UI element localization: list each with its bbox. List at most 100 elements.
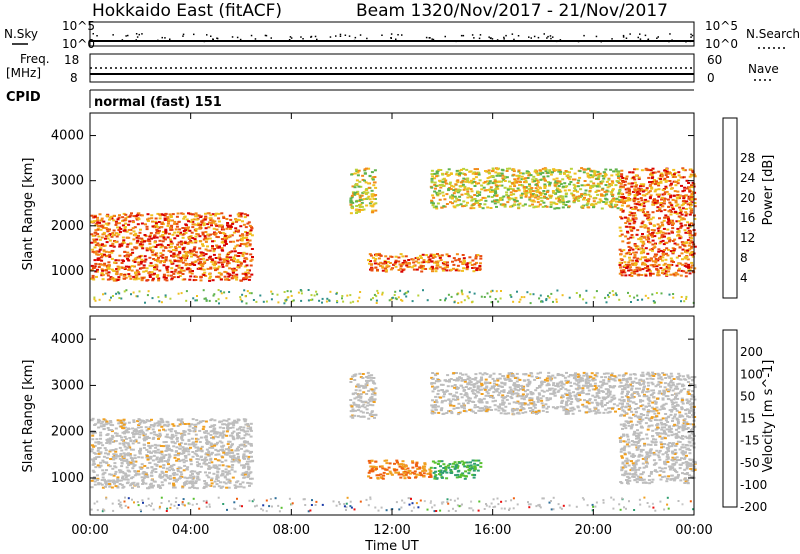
range-cell <box>690 186 694 189</box>
range-cell <box>167 423 171 426</box>
range-cell <box>663 169 667 172</box>
range-cell <box>657 188 661 191</box>
range-cell <box>355 205 359 207</box>
range-cell <box>190 241 194 244</box>
range-cell <box>136 420 140 423</box>
range-cell <box>211 247 214 250</box>
range-cell <box>633 178 637 181</box>
range-cell <box>187 422 191 425</box>
range-cell <box>104 250 108 253</box>
range-cell <box>189 460 193 463</box>
range-cell <box>110 434 114 437</box>
range-cell <box>121 259 125 262</box>
range-cell <box>515 200 519 203</box>
range-cell <box>383 259 387 262</box>
range-cell <box>367 167 371 170</box>
range-cell <box>401 263 405 266</box>
range-cell <box>521 204 525 207</box>
range-cell <box>176 470 180 473</box>
range-cell <box>201 420 205 422</box>
range-cell <box>181 242 185 244</box>
range-cell <box>648 185 652 188</box>
range-cell <box>546 181 550 184</box>
noise-point <box>639 38 642 40</box>
range-cell <box>479 198 483 201</box>
range-cell <box>563 182 567 185</box>
range-cell <box>197 214 201 217</box>
range-cell <box>661 231 665 234</box>
range-cell <box>101 233 105 236</box>
range-cell <box>216 476 220 479</box>
range-cell <box>505 191 509 194</box>
range-cell <box>666 237 670 240</box>
range-cell <box>242 251 246 254</box>
range-cell <box>177 432 181 435</box>
range-cell <box>248 224 252 227</box>
range-cell <box>201 233 205 236</box>
range-cell <box>353 192 357 194</box>
range-cell <box>124 472 128 475</box>
colorbar-tick-label: 24 <box>740 171 755 185</box>
range-cell <box>138 244 142 247</box>
range-cell <box>420 261 424 264</box>
range-cell <box>553 207 557 210</box>
range-cell <box>125 431 129 434</box>
range-cell <box>276 293 279 296</box>
range-cell <box>651 232 654 235</box>
range-cell <box>500 172 504 175</box>
range-cell <box>428 258 432 261</box>
range-cell <box>693 245 697 248</box>
range-cell <box>580 193 584 196</box>
range-cell <box>109 244 113 247</box>
range-cell <box>633 214 637 217</box>
range-cell <box>435 172 439 175</box>
range-cell <box>681 263 685 266</box>
range-cell <box>373 262 377 265</box>
range-cell <box>640 250 644 253</box>
range-cell <box>178 252 182 255</box>
range-cell <box>100 263 104 266</box>
range-cell <box>438 255 442 258</box>
range-cell <box>175 453 179 456</box>
range-cell <box>625 191 629 194</box>
range-cell <box>169 430 173 433</box>
range-cell <box>106 427 110 429</box>
range-cell <box>156 258 160 261</box>
range-cell <box>685 187 689 190</box>
range-cell <box>239 264 243 267</box>
range-cell <box>585 301 588 304</box>
range-cell <box>519 181 522 184</box>
range-cell <box>430 268 434 271</box>
cpid-mode: normal (fast) 151 <box>94 95 222 110</box>
range-cell <box>249 229 253 232</box>
noise-point <box>533 35 536 38</box>
range-cell <box>198 235 202 238</box>
range-cell <box>617 177 621 179</box>
range-cell <box>214 435 218 438</box>
range-cell <box>360 201 364 204</box>
range-cell <box>629 266 632 269</box>
range-cell <box>470 264 474 266</box>
range-cell <box>93 259 97 262</box>
range-cell <box>106 267 110 270</box>
range-cell <box>208 471 211 474</box>
range-cell <box>216 267 220 270</box>
range-cell <box>155 444 159 447</box>
range-cell <box>364 189 368 192</box>
range-cell <box>145 225 149 228</box>
range-cell <box>639 258 642 261</box>
range-cell <box>142 481 145 484</box>
noise-point <box>125 35 127 37</box>
range-cell <box>191 263 195 266</box>
range-cell <box>641 233 644 235</box>
range-cell <box>201 244 205 247</box>
range-cell <box>185 447 189 450</box>
range-cell <box>144 235 148 238</box>
range-cell <box>135 472 139 475</box>
range-cell <box>132 215 136 218</box>
range-cell <box>155 254 159 257</box>
range-cell <box>182 232 186 235</box>
range-cell <box>641 185 645 188</box>
range-cell <box>445 253 449 256</box>
range-cell <box>628 274 632 277</box>
